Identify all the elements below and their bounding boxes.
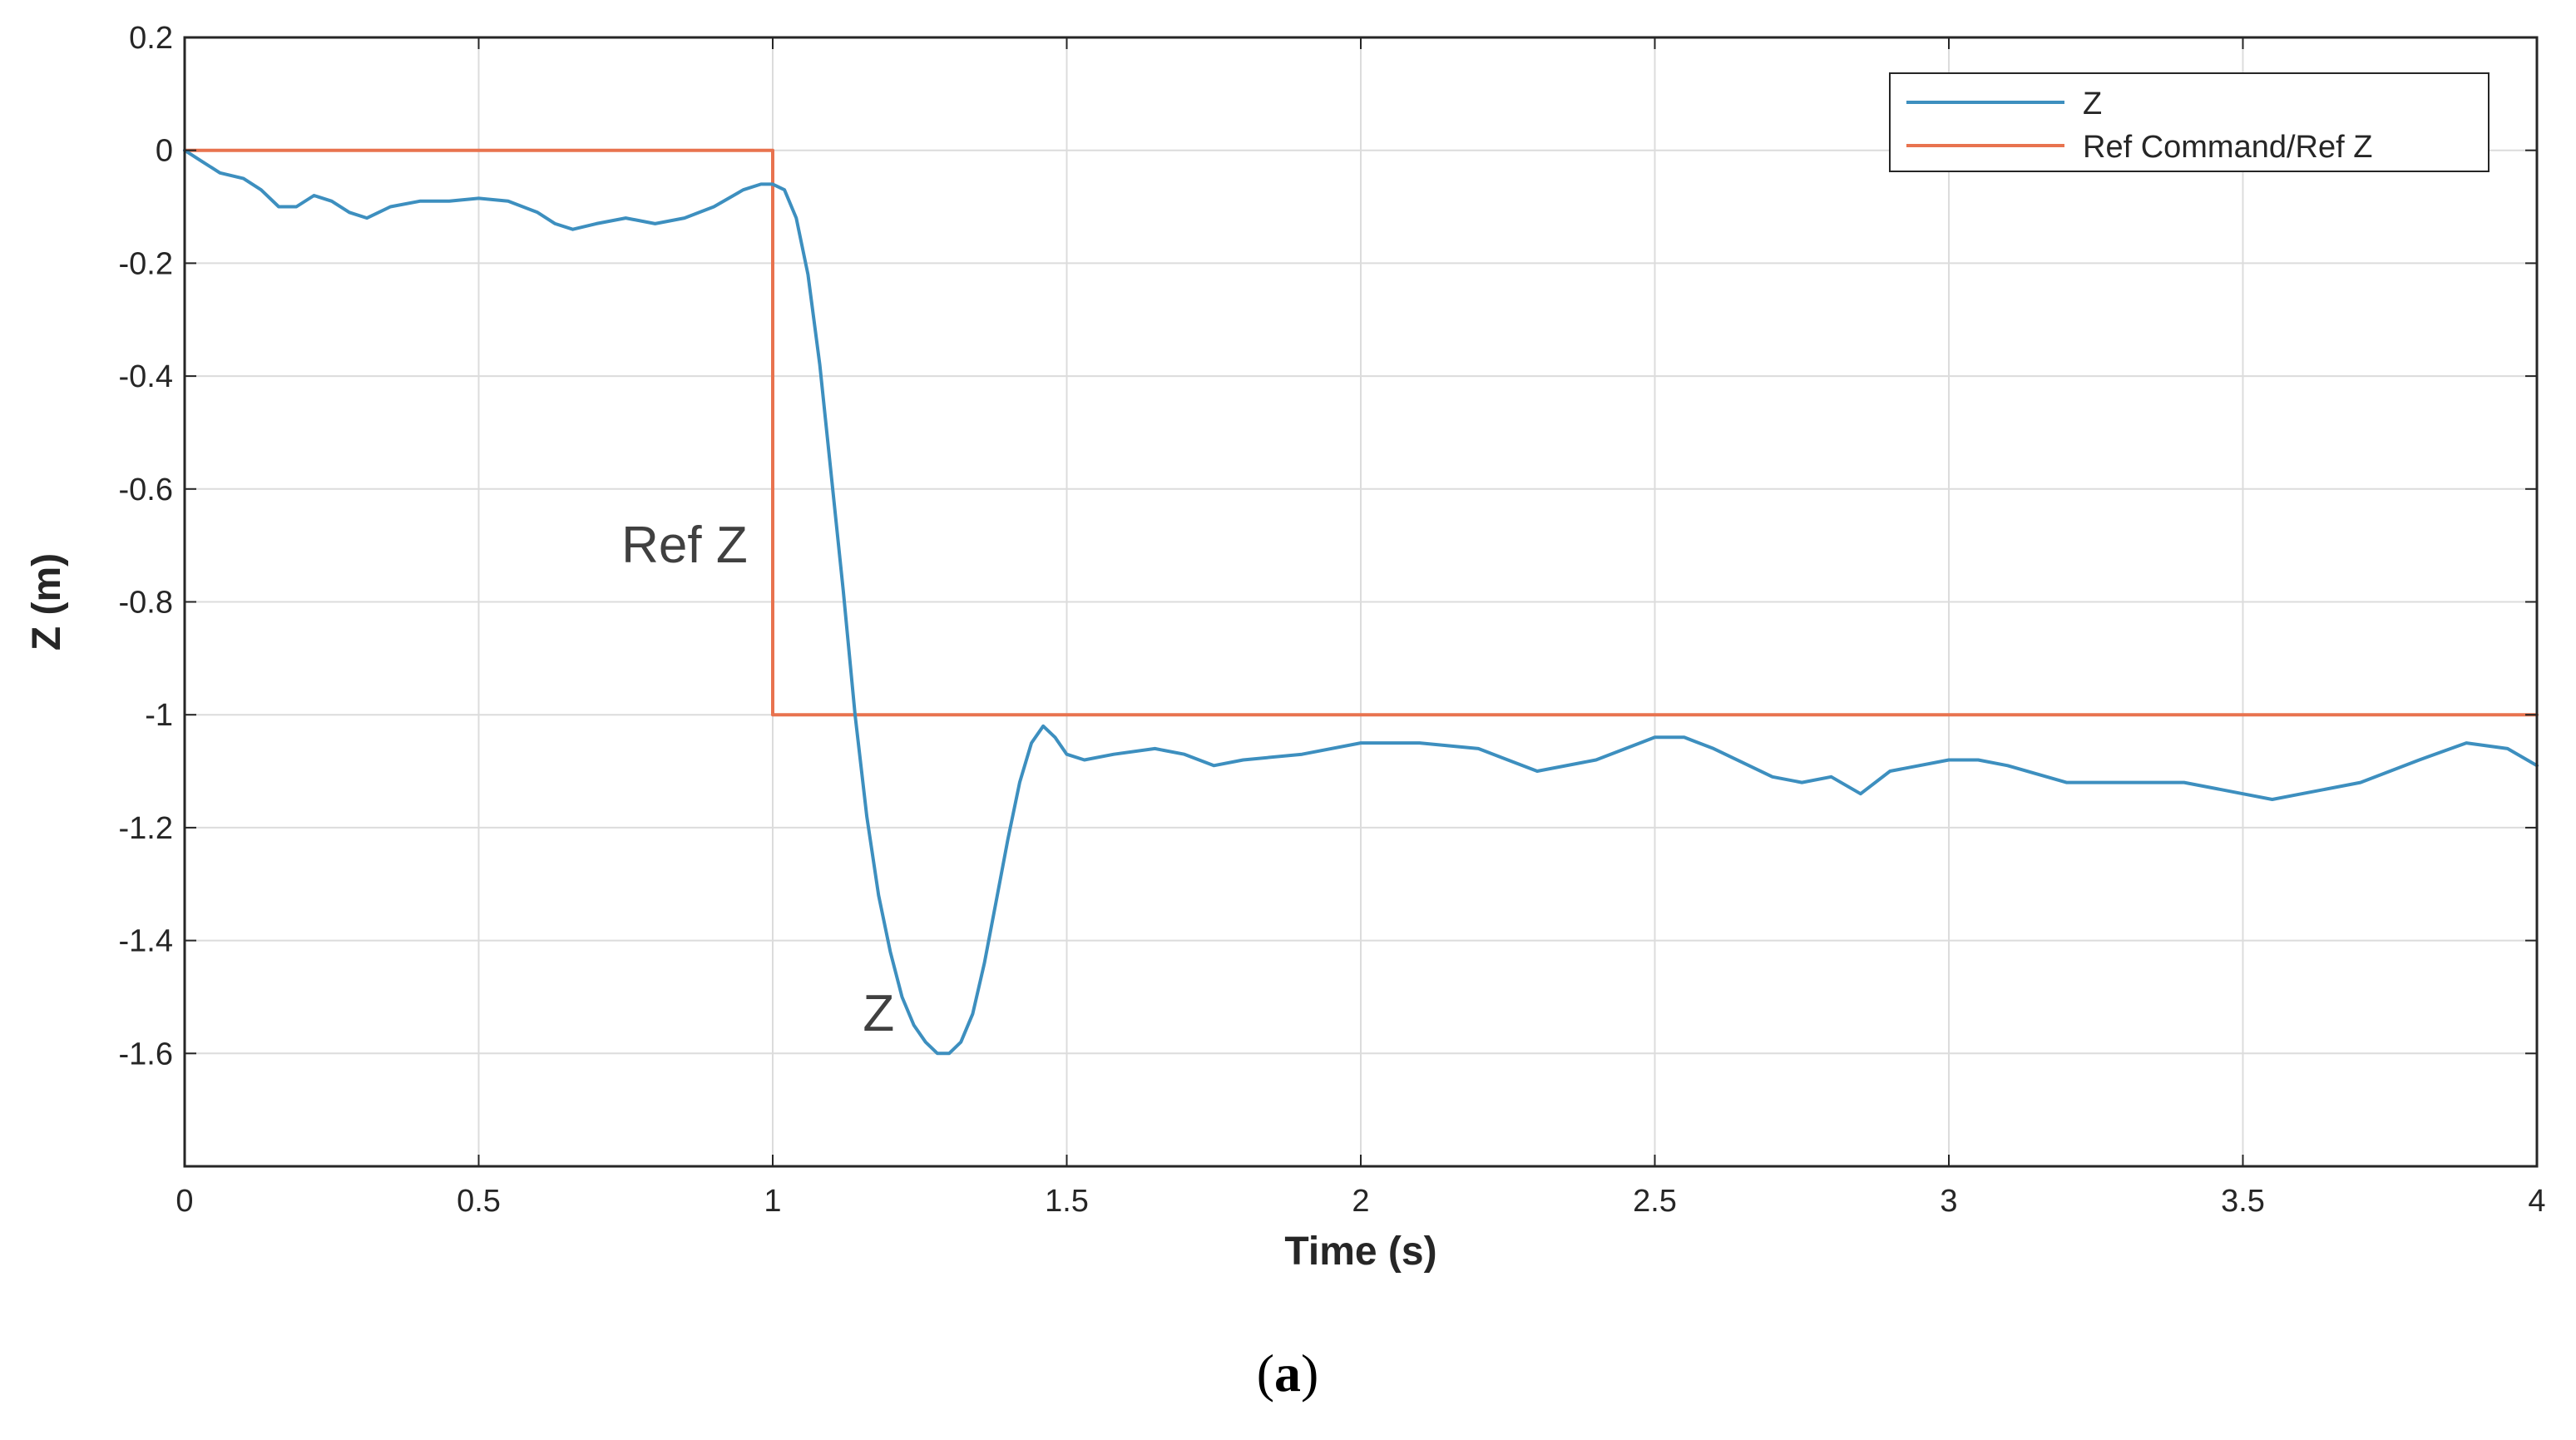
caption-open-paren: ( xyxy=(1257,1344,1274,1403)
y-tick-label-_0_2: -0.2 xyxy=(119,246,173,281)
x-tick-label-3_5: 3.5 xyxy=(2221,1184,2265,1219)
y-tick-label-_0_6: -0.6 xyxy=(119,473,173,507)
series-layer xyxy=(183,148,2539,1056)
caption-letter: a xyxy=(1274,1344,1301,1403)
y-tick-label-_1_6: -1.6 xyxy=(119,1037,173,1071)
y-axis-title: Z (m) xyxy=(25,553,69,651)
y-tick-label-_1: -1 xyxy=(145,698,173,733)
x-tick-label-2_5: 2.5 xyxy=(1633,1184,1677,1219)
y-tick-label-_1_2: -1.2 xyxy=(119,811,173,846)
x-tick-label-3: 3 xyxy=(1940,1184,1957,1219)
x-axis-title: Time (s) xyxy=(1284,1230,1436,1274)
axes xyxy=(183,36,2539,1168)
series-line-ref_command_ref_z xyxy=(183,148,2539,717)
x-tick-label-0_5: 0.5 xyxy=(457,1184,501,1219)
annotation-ref_z: Ref Z xyxy=(621,517,748,574)
y-tick-label-0_2: 0.2 xyxy=(129,21,173,56)
x-tick-label-0: 0 xyxy=(176,1184,193,1219)
series-line-z xyxy=(183,148,2539,1056)
y-tick-label-_1_4: -1.4 xyxy=(119,924,173,959)
legend-label-z: Z xyxy=(2083,87,2102,121)
legend-box xyxy=(1889,72,2489,172)
x-tick-label-1: 1 xyxy=(764,1184,781,1219)
legend-label-ref: Ref Command/Ref Z xyxy=(2083,130,2372,165)
y-tick-label-_0_8: -0.8 xyxy=(119,586,173,621)
tick-labels: 0 0.5 1 1.5 2 2.5 3 3.5 4 0.2 0 -0.2 -0.4 -0.6 -0.8 -1 -… xyxy=(119,21,2546,1219)
legend: Z Ref Command/Ref Z xyxy=(1889,72,2489,172)
x-tick-label-1_5: 1.5 xyxy=(1045,1184,1089,1219)
plot-frame xyxy=(183,36,2539,1168)
y-tick-label-0: 0 xyxy=(156,134,173,169)
annotations: Ref Z Z xyxy=(621,517,894,1042)
annotation-z: Z xyxy=(863,985,894,1042)
figure-caption: (a) xyxy=(1257,1344,1319,1403)
x-tick-label-4: 4 xyxy=(2528,1184,2545,1219)
x-tick-label-2: 2 xyxy=(1352,1184,1369,1219)
y-tick-label-_0_4: -0.4 xyxy=(119,359,173,394)
caption-close-paren: ) xyxy=(1301,1344,1318,1403)
